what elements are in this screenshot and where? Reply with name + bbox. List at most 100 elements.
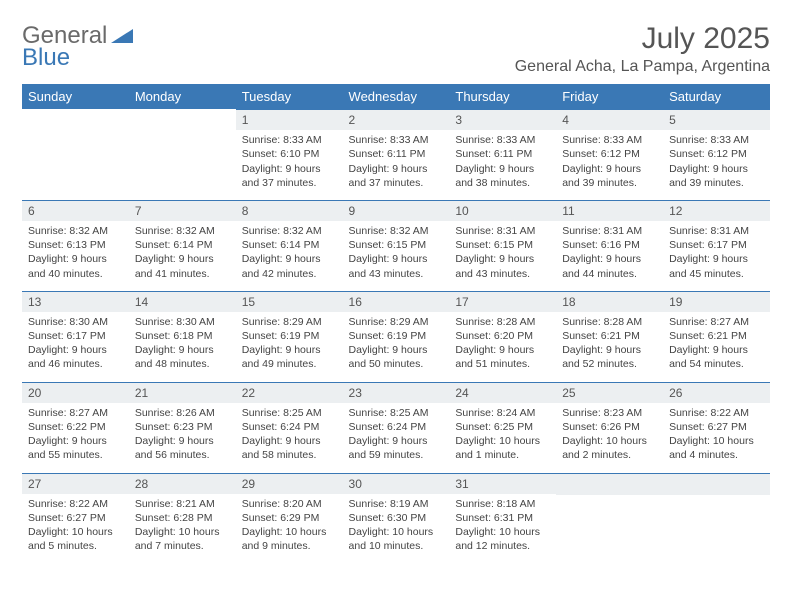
location-text: General Acha, La Pampa, Argentina — [515, 58, 770, 76]
day-number: 22 — [236, 382, 343, 403]
calendar-cell: 19Sunrise: 8:27 AMSunset: 6:21 PMDayligh… — [663, 291, 770, 382]
day-number: 13 — [22, 291, 129, 312]
calendar-cell: 21Sunrise: 8:26 AMSunset: 6:23 PMDayligh… — [129, 382, 236, 473]
calendar-cell: 25Sunrise: 8:23 AMSunset: 6:26 PMDayligh… — [556, 382, 663, 473]
calendar-cell: 20Sunrise: 8:27 AMSunset: 6:22 PMDayligh… — [22, 382, 129, 473]
day-number: 15 — [236, 291, 343, 312]
calendar-cell: 9Sunrise: 8:32 AMSunset: 6:15 PMDaylight… — [343, 200, 450, 291]
calendar-cell: 16Sunrise: 8:29 AMSunset: 6:19 PMDayligh… — [343, 291, 450, 382]
day-number: 19 — [663, 291, 770, 312]
day-number: 7 — [129, 200, 236, 221]
day-details: Sunrise: 8:32 AMSunset: 6:15 PMDaylight:… — [343, 221, 450, 291]
calendar-cell: 23Sunrise: 8:25 AMSunset: 6:24 PMDayligh… — [343, 382, 450, 473]
calendar-cell: 18Sunrise: 8:28 AMSunset: 6:21 PMDayligh… — [556, 291, 663, 382]
day-details: Sunrise: 8:28 AMSunset: 6:21 PMDaylight:… — [556, 312, 663, 382]
weekday-header: Tuesday — [236, 84, 343, 109]
day-number: 21 — [129, 382, 236, 403]
day-details: Sunrise: 8:18 AMSunset: 6:31 PMDaylight:… — [449, 494, 556, 564]
weekday-header: Wednesday — [343, 84, 450, 109]
weekday-header: Friday — [556, 84, 663, 109]
day-number: 31 — [449, 473, 556, 494]
logo-triangle-icon — [111, 22, 133, 50]
day-details: Sunrise: 8:22 AMSunset: 6:27 PMDaylight:… — [663, 403, 770, 473]
day-number: 10 — [449, 200, 556, 221]
calendar-cell: 14Sunrise: 8:30 AMSunset: 6:18 PMDayligh… — [129, 291, 236, 382]
day-details: Sunrise: 8:29 AMSunset: 6:19 PMDaylight:… — [343, 312, 450, 382]
day-details: Sunrise: 8:33 AMSunset: 6:11 PMDaylight:… — [343, 130, 450, 200]
day-details: Sunrise: 8:32 AMSunset: 6:13 PMDaylight:… — [22, 221, 129, 291]
calendar-cell: 1Sunrise: 8:33 AMSunset: 6:10 PMDaylight… — [236, 109, 343, 200]
day-number: 24 — [449, 382, 556, 403]
day-number: 8 — [236, 200, 343, 221]
day-details: Sunrise: 8:27 AMSunset: 6:21 PMDaylight:… — [663, 312, 770, 382]
day-details: Sunrise: 8:26 AMSunset: 6:23 PMDaylight:… — [129, 403, 236, 473]
day-details: Sunrise: 8:24 AMSunset: 6:25 PMDaylight:… — [449, 403, 556, 473]
day-number: 29 — [236, 473, 343, 494]
calendar-cell: 4Sunrise: 8:33 AMSunset: 6:12 PMDaylight… — [556, 109, 663, 200]
day-number: 16 — [343, 291, 450, 312]
day-number: 20 — [22, 382, 129, 403]
calendar-cell: 26Sunrise: 8:22 AMSunset: 6:27 PMDayligh… — [663, 382, 770, 473]
day-details: Sunrise: 8:32 AMSunset: 6:14 PMDaylight:… — [236, 221, 343, 291]
calendar-cell: 24Sunrise: 8:24 AMSunset: 6:25 PMDayligh… — [449, 382, 556, 473]
day-number: 2 — [343, 109, 450, 130]
day-number: 23 — [343, 382, 450, 403]
calendar-cell: 29Sunrise: 8:20 AMSunset: 6:29 PMDayligh… — [236, 473, 343, 564]
calendar-cell: 2Sunrise: 8:33 AMSunset: 6:11 PMDaylight… — [343, 109, 450, 200]
day-details: Sunrise: 8:33 AMSunset: 6:12 PMDaylight:… — [663, 130, 770, 200]
day-details: Sunrise: 8:22 AMSunset: 6:27 PMDaylight:… — [22, 494, 129, 564]
calendar-cell — [663, 473, 770, 564]
day-details: Sunrise: 8:33 AMSunset: 6:10 PMDaylight:… — [236, 130, 343, 200]
day-details: Sunrise: 8:23 AMSunset: 6:26 PMDaylight:… — [556, 403, 663, 473]
day-details: Sunrise: 8:31 AMSunset: 6:17 PMDaylight:… — [663, 221, 770, 291]
day-details: Sunrise: 8:31 AMSunset: 6:15 PMDaylight:… — [449, 221, 556, 291]
day-number: 4 — [556, 109, 663, 130]
day-details: Sunrise: 8:31 AMSunset: 6:16 PMDaylight:… — [556, 221, 663, 291]
day-details: Sunrise: 8:25 AMSunset: 6:24 PMDaylight:… — [343, 403, 450, 473]
day-details: Sunrise: 8:29 AMSunset: 6:19 PMDaylight:… — [236, 312, 343, 382]
weekday-header: Monday — [129, 84, 236, 109]
day-number: 30 — [343, 473, 450, 494]
day-number: 5 — [663, 109, 770, 130]
day-number: 14 — [129, 291, 236, 312]
day-details: Sunrise: 8:33 AMSunset: 6:12 PMDaylight:… — [556, 130, 663, 200]
day-number: 9 — [343, 200, 450, 221]
day-details: Sunrise: 8:33 AMSunset: 6:11 PMDaylight:… — [449, 130, 556, 200]
calendar-cell — [129, 109, 236, 200]
day-number: 25 — [556, 382, 663, 403]
day-number: 3 — [449, 109, 556, 130]
day-number: 1 — [236, 109, 343, 130]
day-details: Sunrise: 8:30 AMSunset: 6:17 PMDaylight:… — [22, 312, 129, 382]
day-number: 27 — [22, 473, 129, 494]
day-details: Sunrise: 8:32 AMSunset: 6:14 PMDaylight:… — [129, 221, 236, 291]
calendar-cell — [22, 109, 129, 200]
calendar-cell: 28Sunrise: 8:21 AMSunset: 6:28 PMDayligh… — [129, 473, 236, 564]
weekday-header: Sunday — [22, 84, 129, 109]
calendar-cell: 5Sunrise: 8:33 AMSunset: 6:12 PMDaylight… — [663, 109, 770, 200]
calendar-cell: 7Sunrise: 8:32 AMSunset: 6:14 PMDaylight… — [129, 200, 236, 291]
calendar-cell — [556, 473, 663, 564]
day-details: Sunrise: 8:28 AMSunset: 6:20 PMDaylight:… — [449, 312, 556, 382]
day-number: 26 — [663, 382, 770, 403]
day-number: 12 — [663, 200, 770, 221]
day-number: 18 — [556, 291, 663, 312]
calendar-cell: 31Sunrise: 8:18 AMSunset: 6:31 PMDayligh… — [449, 473, 556, 564]
calendar-cell: 27Sunrise: 8:22 AMSunset: 6:27 PMDayligh… — [22, 473, 129, 564]
day-number: 17 — [449, 291, 556, 312]
calendar-cell: 13Sunrise: 8:30 AMSunset: 6:17 PMDayligh… — [22, 291, 129, 382]
day-details: Sunrise: 8:30 AMSunset: 6:18 PMDaylight:… — [129, 312, 236, 382]
calendar-cell: 22Sunrise: 8:25 AMSunset: 6:24 PMDayligh… — [236, 382, 343, 473]
calendar-cell: 15Sunrise: 8:29 AMSunset: 6:19 PMDayligh… — [236, 291, 343, 382]
day-details: Sunrise: 8:19 AMSunset: 6:30 PMDaylight:… — [343, 494, 450, 564]
weekday-header: Thursday — [449, 84, 556, 109]
month-title: July 2025 — [515, 22, 770, 56]
calendar-cell: 10Sunrise: 8:31 AMSunset: 6:15 PMDayligh… — [449, 200, 556, 291]
calendar-table: SundayMondayTuesdayWednesdayThursdayFrid… — [22, 84, 770, 563]
calendar-cell: 12Sunrise: 8:31 AMSunset: 6:17 PMDayligh… — [663, 200, 770, 291]
day-number: 28 — [129, 473, 236, 494]
day-number: 6 — [22, 200, 129, 221]
calendar-cell: 6Sunrise: 8:32 AMSunset: 6:13 PMDaylight… — [22, 200, 129, 291]
day-details: Sunrise: 8:20 AMSunset: 6:29 PMDaylight:… — [236, 494, 343, 564]
logo-text-2: Blue — [22, 44, 70, 72]
day-details: Sunrise: 8:27 AMSunset: 6:22 PMDaylight:… — [22, 403, 129, 473]
